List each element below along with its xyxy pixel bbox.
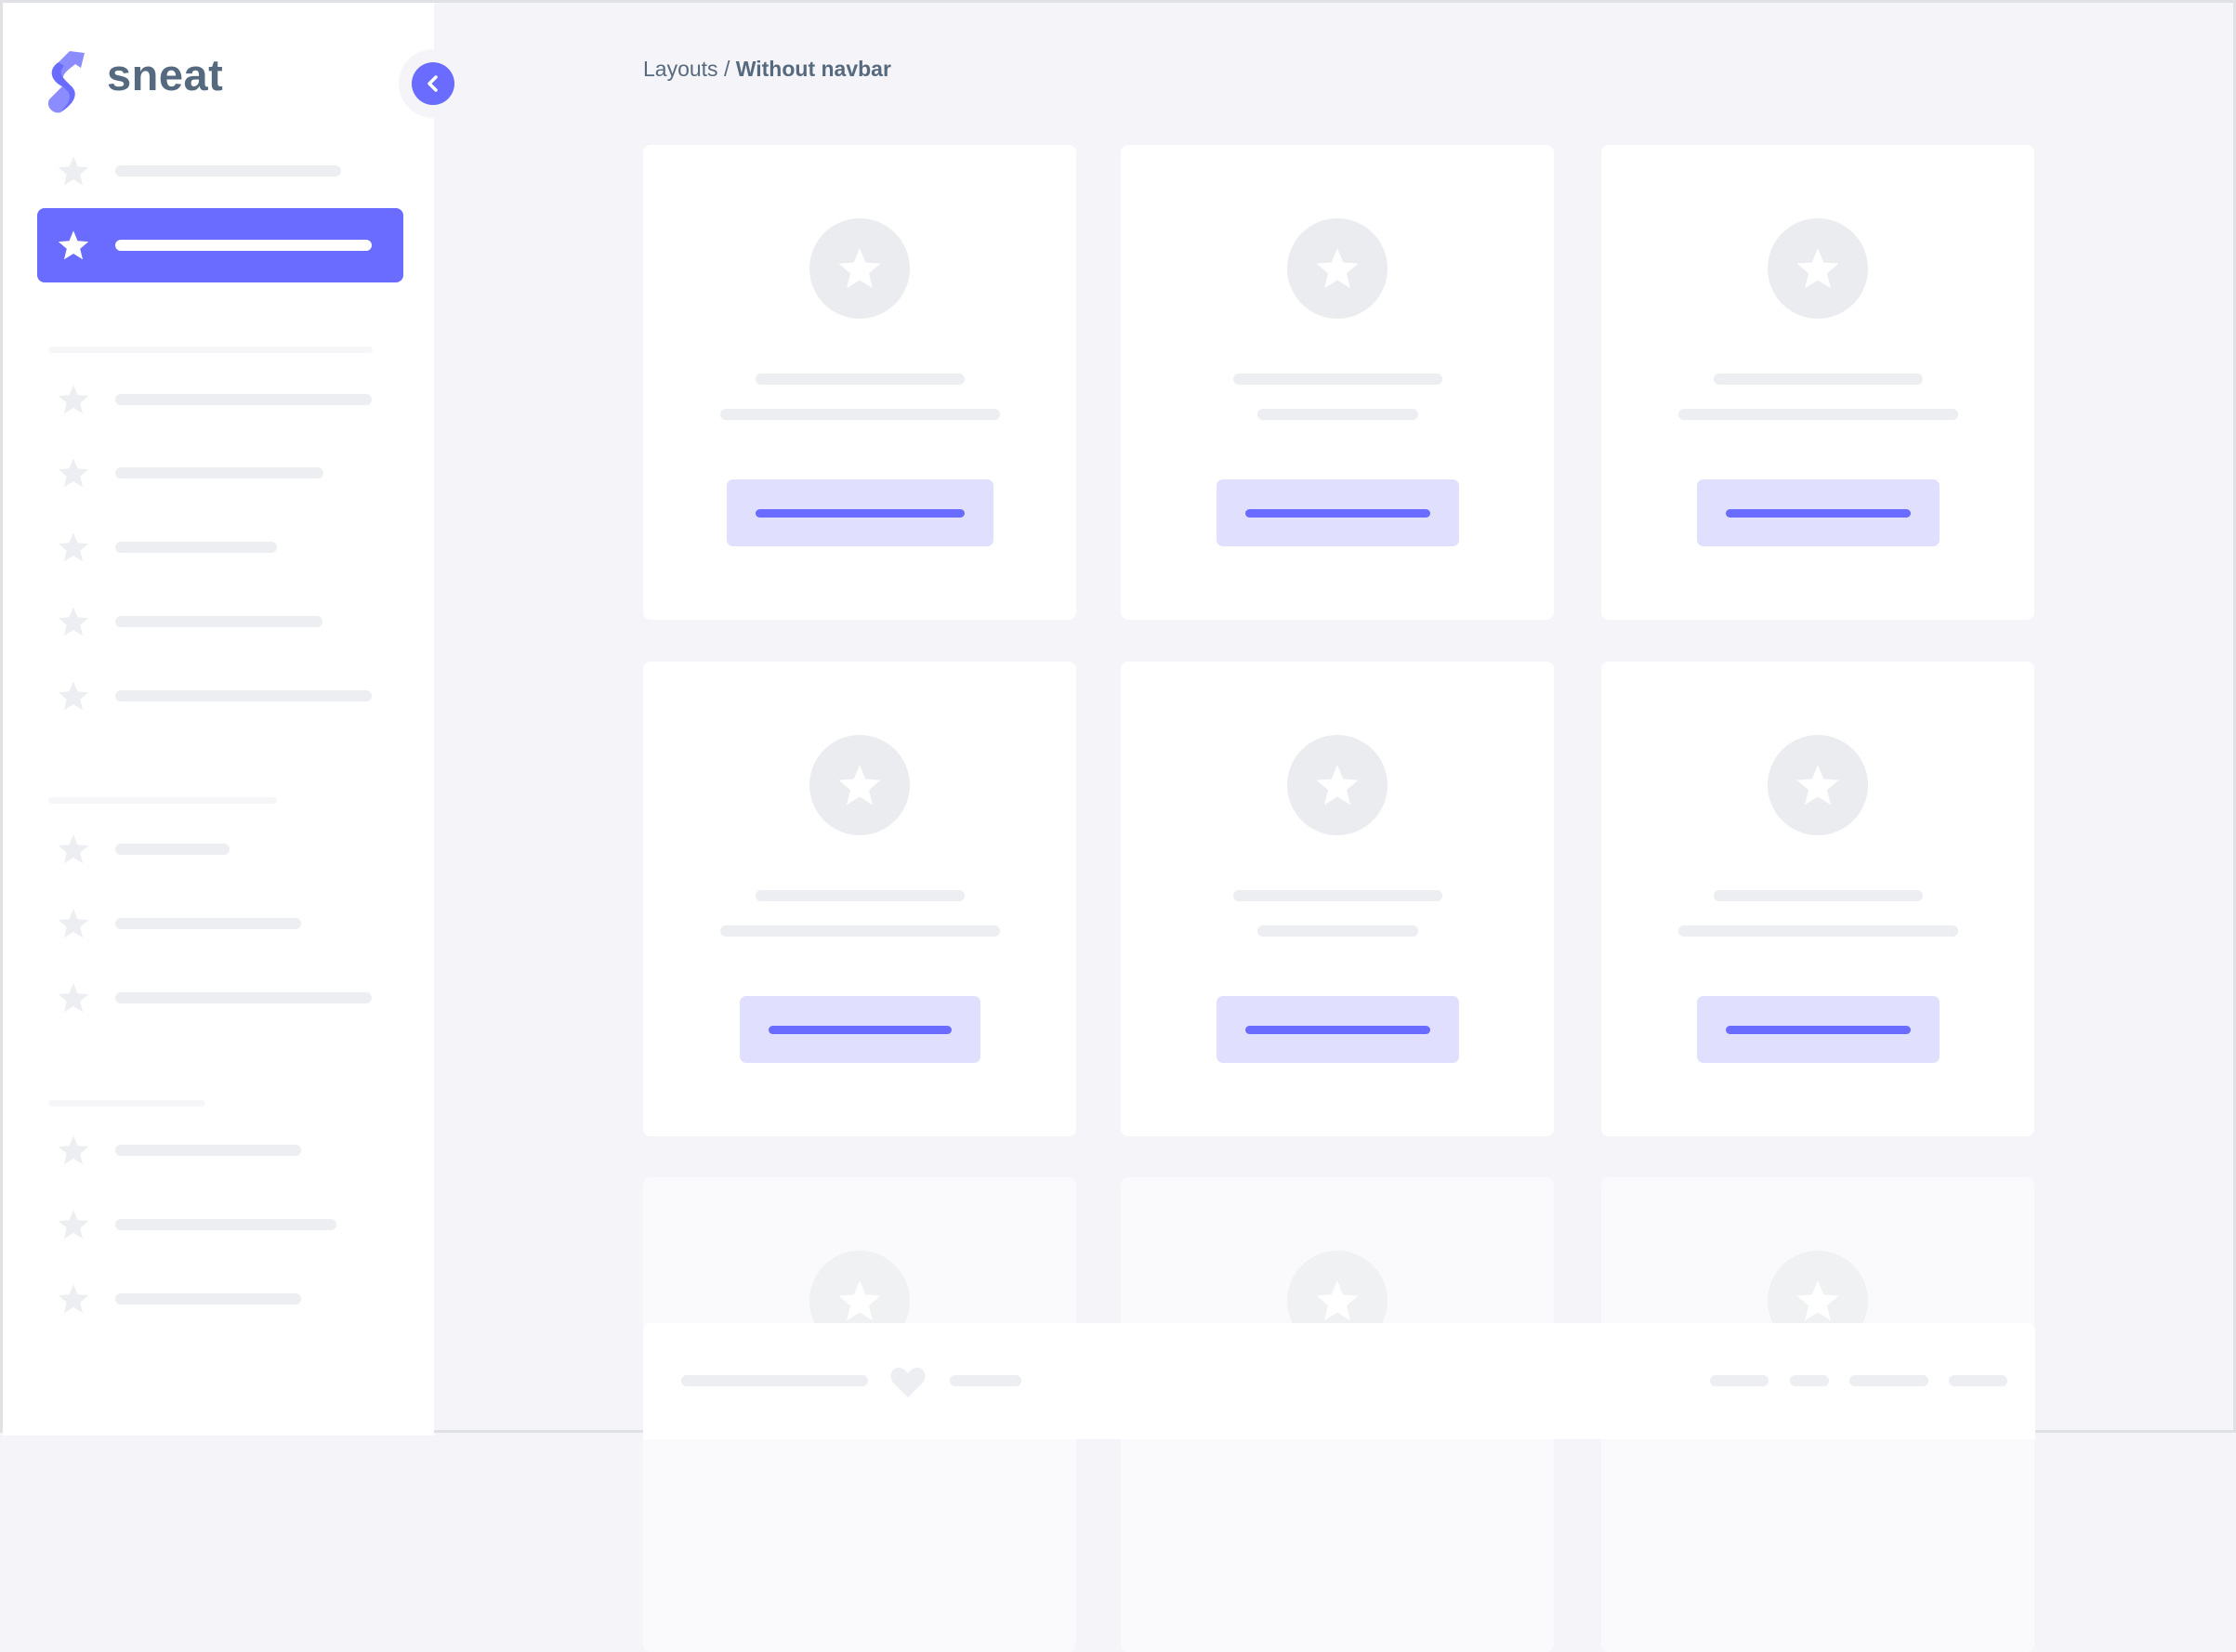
breadcrumb-current: Without navbar (735, 57, 891, 81)
card-button[interactable] (739, 996, 980, 1063)
card-icon (1287, 735, 1388, 835)
footer-link[interactable] (1710, 1375, 1769, 1386)
sidebar-item-label (115, 918, 301, 929)
star-icon (838, 248, 881, 289)
breadcrumb: Layouts / Without navbar (643, 57, 891, 82)
card-title (1714, 374, 1923, 385)
star-icon (1796, 765, 1839, 806)
sidebar-item-label (115, 616, 322, 627)
card-title (756, 374, 965, 385)
star-icon (1796, 1280, 1839, 1321)
star-icon (58, 607, 89, 636)
footer-link[interactable] (1790, 1375, 1829, 1386)
sidebar-item-label (115, 1293, 301, 1305)
card-subtitle (1256, 409, 1418, 420)
card-title (1233, 374, 1442, 385)
card (1601, 145, 2034, 620)
card-button[interactable] (1696, 479, 1940, 546)
card-title (1714, 890, 1923, 901)
card (1121, 145, 1554, 620)
card-button[interactable] (1216, 479, 1459, 546)
card (1121, 662, 1554, 1136)
sidebar: sneat (3, 3, 467, 1436)
star-icon (58, 681, 89, 711)
card-button[interactable] (726, 479, 993, 546)
card-subtitle (719, 925, 1000, 937)
star-icon (58, 458, 89, 488)
card-subtitle (719, 409, 1000, 420)
card-icon (809, 735, 910, 835)
card-icon (1768, 735, 1868, 835)
star-icon (58, 1135, 89, 1165)
sidebar-item-label (115, 992, 372, 1003)
star-icon (1316, 248, 1359, 289)
heart-icon (890, 1367, 926, 1397)
card (1601, 662, 2034, 1136)
star-icon (1796, 248, 1839, 289)
footer (643, 1323, 2035, 1439)
star-icon (58, 909, 89, 938)
sidebar-item-label (115, 690, 372, 701)
section-header (48, 347, 373, 353)
sidebar-item-label (115, 844, 230, 855)
star-icon (58, 532, 89, 562)
card-subtitle (1677, 925, 1958, 937)
collapse-sidebar-button[interactable] (412, 62, 454, 105)
card-button[interactable] (1216, 996, 1459, 1063)
brand-name: sneat (107, 50, 224, 99)
star-icon (58, 1284, 89, 1314)
star-icon (58, 230, 89, 260)
section-header (48, 1100, 205, 1107)
section-header (48, 797, 277, 804)
sidebar-item-label (115, 1145, 301, 1156)
star-icon (58, 385, 89, 414)
card-subtitle (1256, 925, 1418, 937)
card-icon (809, 218, 910, 319)
sidebar-item-label (115, 394, 372, 405)
card-title (1233, 890, 1442, 901)
sidebar-item-label (115, 165, 341, 177)
sidebar-item-label (115, 1219, 336, 1230)
card-title (756, 890, 965, 901)
sidebar-item-label (115, 542, 277, 553)
star-icon (58, 834, 89, 864)
star-icon (1316, 765, 1359, 806)
footer-link[interactable] (1949, 1375, 2007, 1386)
star-icon (1316, 1280, 1359, 1321)
card (643, 662, 1076, 1136)
card-button[interactable] (1696, 996, 1940, 1063)
star-icon (838, 765, 881, 806)
card-icon (1287, 218, 1388, 319)
breadcrumb-parent[interactable]: Layouts (643, 57, 718, 81)
star-icon (58, 156, 89, 186)
footer-text (681, 1375, 868, 1386)
sidebar-item-label (115, 467, 323, 479)
sidebar-item-label (115, 240, 372, 251)
chevron-left-icon (427, 75, 438, 92)
footer-link[interactable] (1849, 1375, 1928, 1386)
star-icon (58, 983, 89, 1013)
footer-link[interactable] (950, 1375, 1021, 1386)
card-icon (1768, 218, 1868, 319)
card (643, 145, 1076, 620)
breadcrumb-separator: / (723, 57, 730, 81)
card-subtitle (1677, 409, 1958, 420)
sneat-logo-icon (47, 51, 85, 113)
star-icon (58, 1210, 89, 1239)
star-icon (838, 1280, 881, 1321)
